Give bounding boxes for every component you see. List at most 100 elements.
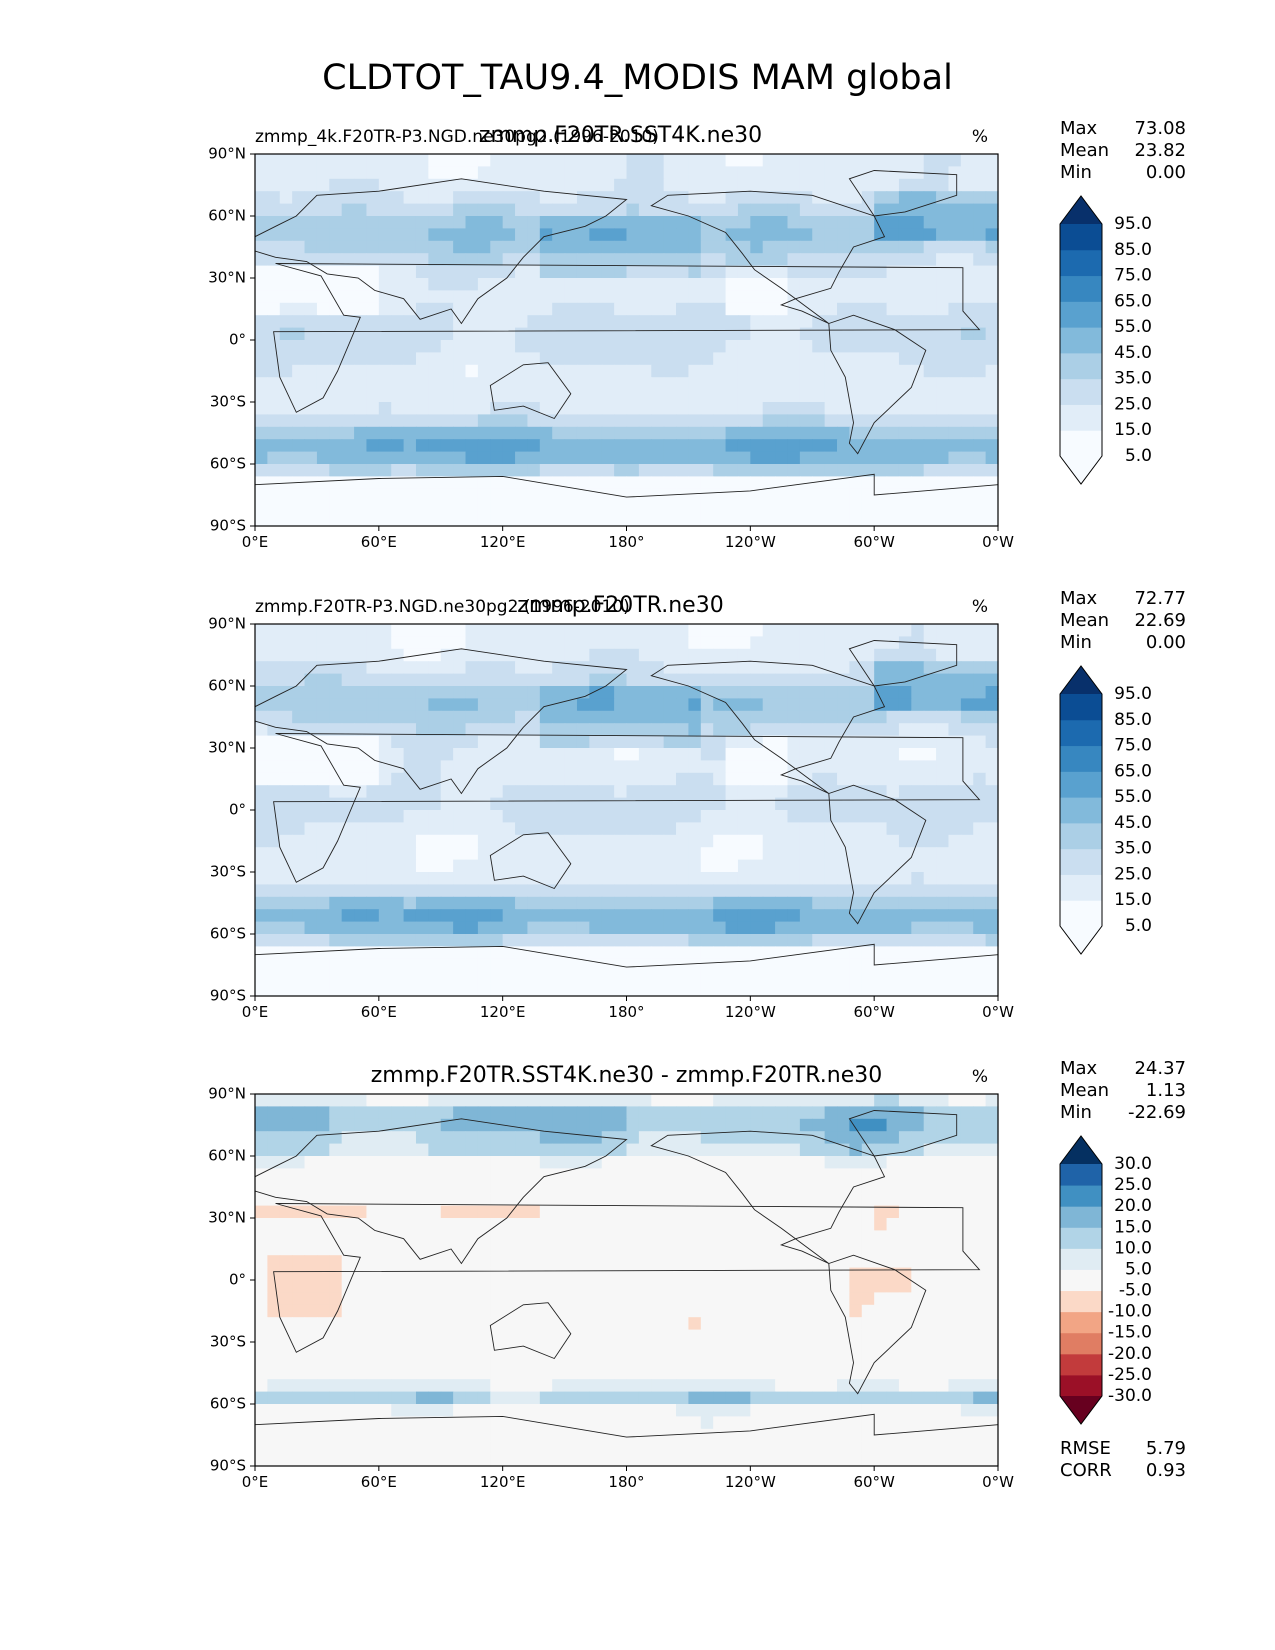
field-cell xyxy=(477,1230,491,1244)
field-cell xyxy=(502,1280,516,1293)
field-cell xyxy=(477,748,491,761)
field-cell xyxy=(948,1168,962,1182)
field-cell xyxy=(428,327,442,341)
field-cell xyxy=(601,278,615,291)
field-cell xyxy=(279,265,293,279)
field-cell xyxy=(799,488,813,502)
field-cell xyxy=(688,847,702,861)
field-cell xyxy=(886,1180,900,1194)
field-cell xyxy=(787,1255,801,1269)
field-cell xyxy=(415,253,429,267)
field-cell xyxy=(874,1143,888,1157)
colorbar-tick-label: 35.0 xyxy=(1114,839,1152,859)
field-cell xyxy=(329,178,343,192)
field-cell xyxy=(366,1304,380,1318)
field-cell xyxy=(267,1106,281,1120)
field-cell xyxy=(737,946,751,960)
field-cell xyxy=(539,760,553,774)
field-cell xyxy=(552,983,566,997)
field-cell xyxy=(329,686,343,699)
field-cell xyxy=(292,278,306,291)
field-cell xyxy=(787,723,801,737)
field-cell xyxy=(564,253,578,267)
field-cell xyxy=(341,426,355,440)
field-cell xyxy=(490,772,504,786)
field-cell xyxy=(960,352,974,366)
field-cell xyxy=(552,439,566,453)
field-cell xyxy=(799,1329,813,1343)
field-cell xyxy=(750,302,764,316)
field-cell xyxy=(762,352,776,366)
field-cell xyxy=(713,934,727,947)
field-cell xyxy=(354,451,368,465)
field-cell xyxy=(440,1168,454,1182)
field-cell xyxy=(676,1168,690,1182)
field-cell xyxy=(477,402,491,415)
field-cell xyxy=(973,797,987,811)
field-cell xyxy=(614,1329,628,1343)
field-cell xyxy=(626,661,640,675)
field-cell xyxy=(960,896,974,910)
field-cell xyxy=(861,884,875,898)
field-cell xyxy=(366,389,380,403)
field-cell xyxy=(700,402,714,415)
field-cell xyxy=(267,896,281,910)
field-cell xyxy=(428,501,442,515)
field-cell xyxy=(440,501,454,515)
field-cell xyxy=(564,859,578,873)
field-cell xyxy=(626,377,640,391)
field-cell xyxy=(824,1317,838,1331)
field-cell xyxy=(515,154,529,167)
field-cell xyxy=(552,265,566,279)
field-cell xyxy=(663,834,677,848)
field-cell xyxy=(713,414,727,428)
field-cell xyxy=(527,203,541,217)
field-cell xyxy=(354,1304,368,1318)
field-cell xyxy=(837,1230,850,1244)
field-cell xyxy=(936,1242,950,1256)
field-cell xyxy=(799,1094,813,1107)
field-cell xyxy=(539,414,553,428)
field-cell xyxy=(378,921,392,935)
field-cell xyxy=(415,934,429,947)
field-cell xyxy=(775,290,789,304)
field-cell xyxy=(539,896,553,910)
field-cell xyxy=(799,253,813,267)
field-cell xyxy=(292,673,306,687)
field-cell xyxy=(638,785,652,799)
field-cell xyxy=(688,1218,702,1231)
field-cell xyxy=(960,513,974,527)
field-cell xyxy=(428,686,442,699)
field-cell xyxy=(527,476,541,490)
field-cell xyxy=(911,315,925,329)
field-cell xyxy=(985,884,999,898)
field-cell xyxy=(415,402,429,415)
field-cell xyxy=(279,921,293,935)
field-cell xyxy=(589,1193,603,1207)
field-cell xyxy=(638,934,652,947)
field-cell xyxy=(898,1317,912,1331)
field-cell xyxy=(477,698,491,712)
field-cell xyxy=(886,723,900,737)
field-cell xyxy=(589,278,603,291)
field-cell xyxy=(391,476,405,490)
field-cell xyxy=(292,1156,306,1169)
field-cell xyxy=(923,1230,937,1244)
field-cell xyxy=(973,364,987,378)
field-cell xyxy=(874,315,888,329)
field-cell xyxy=(824,1106,838,1120)
field-cell xyxy=(304,1292,318,1306)
field-cell xyxy=(415,476,429,490)
field-cell xyxy=(861,191,875,205)
field-cell xyxy=(948,327,962,341)
field-cell xyxy=(638,661,652,675)
field-cell xyxy=(403,1317,417,1331)
field-cell xyxy=(936,240,950,254)
field-cell xyxy=(824,760,838,774)
field-cell xyxy=(415,909,429,923)
field-cell xyxy=(589,661,603,675)
field-cell xyxy=(329,958,343,972)
field-cell xyxy=(428,934,442,947)
field-cell xyxy=(502,1131,516,1145)
field-cell xyxy=(700,810,714,823)
